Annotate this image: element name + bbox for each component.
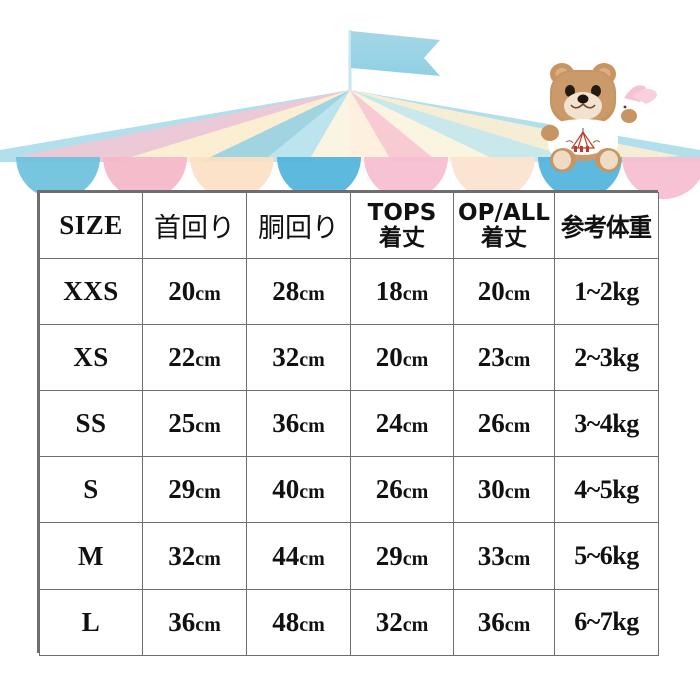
shirt-circus-graphic (565, 128, 601, 152)
table-row: M 32cm 44cm 29cm 33cm 5~6kg (39, 522, 659, 590)
bear-nose (577, 94, 589, 104)
header-cell-opall-length: OP/ALL 着丈 (453, 191, 555, 260)
cell-tops-length: 24cm (350, 390, 454, 458)
header-cell-weight: 参考体重 (554, 191, 659, 260)
bunny-plush (617, 85, 657, 123)
header-label-tops-line2: 着丈 (379, 224, 425, 251)
header-cell-size: SIZE (39, 191, 143, 260)
cell-size: XXS (39, 258, 143, 326)
cell-size: SS (39, 390, 143, 458)
cell-opall-length: 30cm (453, 456, 555, 524)
cell-chest: 28cm (246, 258, 351, 326)
cell-opall-length: 36cm (453, 588, 555, 656)
table-row: S 29cm 40cm 26cm 30cm 4~5kg (39, 456, 659, 524)
header-label-tops: TOPS 着丈 (351, 200, 453, 251)
table-row: L 36cm 48cm 32cm 36cm 6~7kg (39, 588, 659, 656)
table-row: SS 25cm 36cm 24cm 26cm 3~4kg (39, 390, 659, 458)
header-label-opall-line1: OP/ALL (458, 199, 550, 226)
header-label-chest: 胴回り (258, 213, 339, 245)
cell-size: S (39, 456, 143, 524)
table-row: XS 22cm 32cm 20cm 23cm 2~3kg (39, 324, 659, 392)
cell-neck: 29cm (142, 456, 247, 524)
cell-opall-length: 26cm (453, 390, 555, 458)
cell-tops-length: 26cm (350, 456, 454, 524)
cell-neck: 36cm (142, 588, 247, 656)
cell-size: XS (39, 324, 143, 392)
pennant-flag (351, 31, 440, 76)
cell-weight: 1~2kg (554, 258, 659, 326)
header-cell-tops-length: TOPS 着丈 (350, 191, 454, 260)
cell-chest: 32cm (246, 324, 351, 392)
cell-neck: 20cm (142, 258, 247, 326)
cell-opall-length: 23cm (453, 324, 555, 392)
cell-neck: 22cm (142, 324, 247, 392)
bear-arm-left (541, 125, 559, 141)
header-label-opall-line2: 着丈 (481, 224, 527, 251)
header-label-neck: 首回り (154, 213, 235, 245)
cell-chest: 40cm (246, 456, 351, 524)
cell-chest: 44cm (246, 522, 351, 590)
cell-tops-length: 18cm (350, 258, 454, 326)
cell-weight: 2~3kg (554, 324, 659, 392)
flag-pole (348, 30, 352, 92)
cell-weight: 4~5kg (554, 456, 659, 524)
header-cell-chest: 胴回り (246, 191, 351, 260)
size-chart-table: SIZE 首回り 胴回り TOPS 着丈 (39, 191, 659, 656)
bear-eye-left (565, 85, 575, 97)
bear-eye-right (591, 85, 601, 97)
cell-opall-length: 33cm (453, 522, 555, 590)
cell-neck: 32cm (142, 522, 247, 590)
cell-tops-length: 32cm (350, 588, 454, 656)
header-label-opall: OP/ALL 着丈 (454, 200, 554, 251)
cell-chest: 48cm (246, 588, 351, 656)
cell-opall-length: 20cm (453, 258, 555, 326)
size-chart-container: SIZE 首回り 胴回り TOPS 着丈 (37, 190, 659, 656)
header-label-tops-line1: TOPS (367, 199, 437, 226)
cell-neck: 25cm (142, 390, 247, 458)
header-label-weight: 参考体重 (561, 212, 652, 242)
cell-weight: 3~4kg (554, 390, 659, 458)
cell-tops-length: 20cm (350, 324, 454, 392)
table-header-row: SIZE 首回り 胴回り TOPS 着丈 (39, 191, 659, 260)
teddy-bear-mascot (541, 63, 657, 172)
header-cell-neck: 首回り (142, 191, 247, 260)
cell-weight: 5~6kg (554, 522, 659, 590)
bear-muzzle (564, 92, 602, 120)
cell-size: L (39, 588, 143, 656)
cell-weight: 6~7kg (554, 588, 659, 656)
cell-size: M (39, 522, 143, 590)
cell-chest: 36cm (246, 390, 351, 458)
cell-tops-length: 29cm (350, 522, 454, 590)
table-row: XXS 20cm 28cm 18cm 20cm 1~2kg (39, 258, 659, 326)
header-label-size: SIZE (59, 210, 123, 241)
